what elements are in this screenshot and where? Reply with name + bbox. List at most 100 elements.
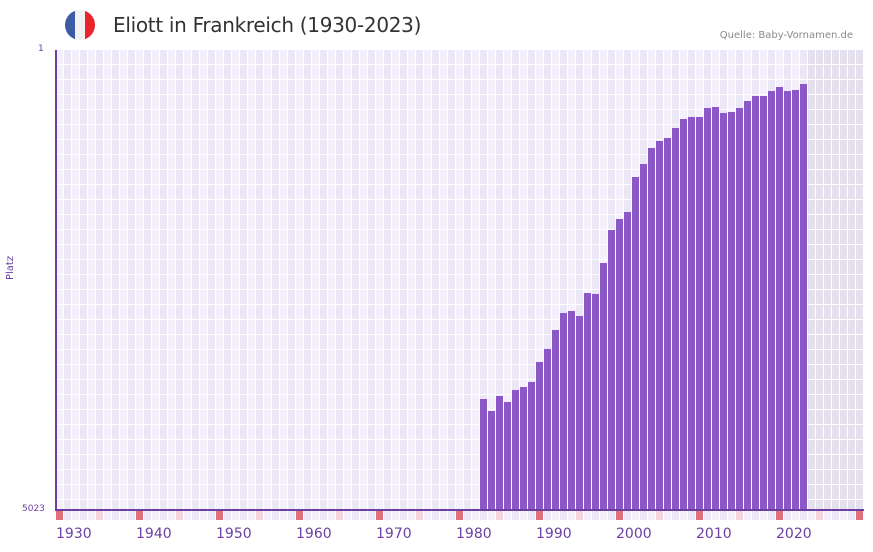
grid-cell bbox=[336, 95, 343, 109]
bar-2000[interactable] bbox=[616, 219, 623, 510]
bar-2023[interactable] bbox=[800, 84, 807, 510]
grid-cell bbox=[488, 80, 495, 94]
grid-cell bbox=[216, 290, 223, 304]
grid-cell bbox=[512, 80, 519, 94]
grid-cell bbox=[456, 320, 463, 334]
grid-cell bbox=[432, 50, 439, 64]
bar-2003[interactable] bbox=[640, 164, 647, 510]
bar-2007[interactable] bbox=[672, 128, 679, 510]
year-marker bbox=[728, 511, 735, 520]
grid-cell bbox=[104, 440, 111, 454]
bar-1993[interactable] bbox=[560, 312, 567, 510]
grid-cell bbox=[256, 185, 263, 199]
year-marker bbox=[600, 511, 607, 520]
bar-1999[interactable] bbox=[608, 230, 615, 510]
grid-cell bbox=[216, 65, 223, 79]
bar-2008[interactable] bbox=[680, 119, 687, 510]
grid-cell bbox=[312, 170, 319, 184]
bar-1997[interactable] bbox=[592, 294, 599, 510]
year-marker bbox=[72, 511, 79, 520]
bar-2020[interactable] bbox=[776, 87, 783, 510]
grid-cell bbox=[256, 485, 263, 499]
grid-cell bbox=[288, 470, 295, 484]
bar-1983[interactable] bbox=[480, 399, 487, 510]
bar-1994[interactable] bbox=[568, 310, 575, 510]
bar-1989[interactable] bbox=[528, 381, 535, 510]
bar-2012[interactable] bbox=[712, 107, 719, 510]
bar-2018[interactable] bbox=[760, 96, 767, 510]
bar-2014[interactable] bbox=[728, 112, 735, 510]
grid-cell bbox=[176, 140, 183, 154]
bar-1995[interactable] bbox=[576, 316, 583, 510]
bar-2010[interactable] bbox=[696, 117, 703, 510]
grid-cell bbox=[416, 215, 423, 229]
bar-2017[interactable] bbox=[752, 96, 759, 510]
grid-cell bbox=[440, 125, 447, 139]
grid-cell bbox=[384, 410, 391, 424]
bar-2004[interactable] bbox=[648, 148, 655, 510]
bar-2002[interactable] bbox=[632, 177, 639, 510]
grid-cell bbox=[424, 275, 431, 289]
bar-1998[interactable] bbox=[600, 263, 607, 510]
bar-2016[interactable] bbox=[744, 101, 751, 510]
year-marker bbox=[648, 511, 655, 520]
grid-cell bbox=[56, 245, 63, 259]
grid-cell bbox=[184, 470, 191, 484]
grid-cell bbox=[328, 65, 335, 79]
bar-2001[interactable] bbox=[624, 212, 631, 510]
grid-cell bbox=[280, 485, 287, 499]
grid-cell bbox=[232, 410, 239, 424]
bar-1992[interactable] bbox=[552, 330, 559, 510]
bar-2006[interactable] bbox=[664, 138, 671, 510]
grid-cell bbox=[160, 305, 167, 319]
bar-1988[interactable] bbox=[520, 387, 527, 510]
bar-1986[interactable] bbox=[504, 402, 511, 510]
grid-cell bbox=[416, 260, 423, 274]
bar-2011[interactable] bbox=[704, 108, 711, 510]
bar-2013[interactable] bbox=[720, 113, 727, 510]
grid-cell bbox=[144, 140, 151, 154]
bar-1996[interactable] bbox=[584, 293, 591, 510]
grid-cell bbox=[312, 80, 319, 94]
bar-1991[interactable] bbox=[544, 348, 551, 510]
bar-2015[interactable] bbox=[736, 108, 743, 510]
grid-cell bbox=[208, 365, 215, 379]
bar-2022[interactable] bbox=[792, 90, 799, 510]
grid-cell bbox=[184, 335, 191, 349]
grid-cell bbox=[88, 110, 95, 124]
grid-cell bbox=[176, 215, 183, 229]
bar-1987[interactable] bbox=[512, 390, 519, 510]
x-tick-label: 2000 bbox=[616, 526, 652, 542]
grid-cell bbox=[464, 500, 471, 510]
grid-cell bbox=[384, 140, 391, 154]
grid-cell bbox=[72, 425, 79, 439]
bar-2019[interactable] bbox=[768, 91, 775, 510]
grid-cell bbox=[192, 185, 199, 199]
half-decade-marker bbox=[656, 511, 663, 520]
grid-cell bbox=[56, 95, 63, 109]
grid-cell bbox=[360, 215, 367, 229]
bar-2005[interactable] bbox=[656, 141, 663, 510]
bar-1985[interactable] bbox=[496, 395, 503, 510]
grid-cell bbox=[464, 50, 471, 64]
grid-cell bbox=[240, 65, 247, 79]
grid-cell bbox=[424, 185, 431, 199]
grid-cell bbox=[232, 185, 239, 199]
grid-cell bbox=[472, 485, 479, 499]
grid-cell bbox=[88, 170, 95, 184]
year-marker bbox=[264, 511, 271, 520]
bar-2021[interactable] bbox=[784, 91, 791, 510]
grid-cell bbox=[344, 350, 351, 364]
grid-cell bbox=[536, 185, 543, 199]
grid-cell bbox=[160, 230, 167, 244]
bar-2009[interactable] bbox=[688, 117, 695, 510]
grid-cell bbox=[280, 335, 287, 349]
grid-cell bbox=[136, 485, 143, 499]
grid-cell bbox=[136, 500, 143, 510]
bar-1984[interactable] bbox=[488, 410, 495, 510]
grid-cell bbox=[512, 290, 519, 304]
decade-marker bbox=[536, 511, 543, 520]
grid-cell bbox=[416, 275, 423, 289]
bar-1990[interactable] bbox=[536, 361, 543, 510]
grid-cell bbox=[544, 125, 551, 139]
